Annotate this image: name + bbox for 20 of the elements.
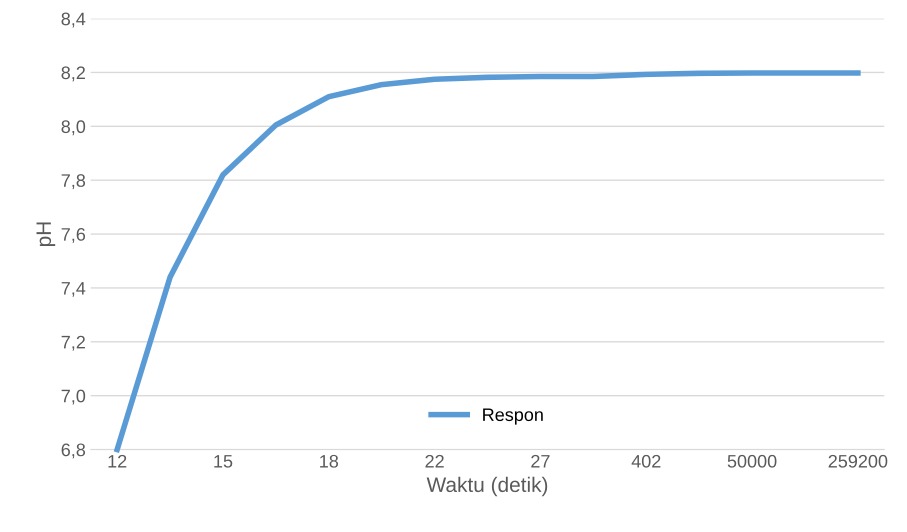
x-tick-label: 15: [214, 455, 232, 468]
y-tick-label: 6,8: [62, 443, 86, 458]
y-tick-label: 8,0: [62, 120, 86, 136]
x-tick-label: 22: [425, 454, 444, 468]
x-tick-label: 27: [531, 454, 550, 468]
y-tick-label: 8,2: [62, 66, 85, 82]
x-tick-label: 402: [632, 454, 660, 468]
x-axis-title: Waktu (detik): [426, 476, 548, 496]
y-tick-label: 7,0: [62, 390, 86, 405]
y-tick-label: 8,4: [62, 12, 86, 28]
y-tick-label: 7,8: [62, 174, 86, 190]
y-tick-label: 7,2: [62, 336, 85, 351]
x-tick-label: 50000: [728, 454, 776, 468]
legend-label: Respon: [483, 408, 543, 425]
y-axis-title: pH: [36, 222, 56, 246]
x-tick-label: 12: [108, 454, 126, 468]
y-tick-label: 7,4: [62, 282, 86, 297]
x-tick-label: 18: [320, 454, 338, 468]
x-tick-label: 259200: [828, 454, 888, 468]
y-tick-label: 7,6: [62, 228, 86, 243]
